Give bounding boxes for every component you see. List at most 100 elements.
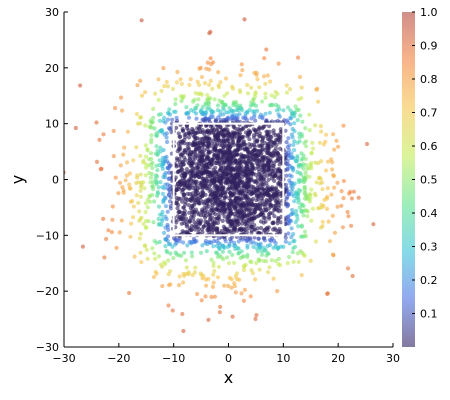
data-point xyxy=(180,199,185,204)
data-point xyxy=(332,185,337,190)
data-point xyxy=(248,211,253,217)
data-point xyxy=(167,112,173,117)
data-point xyxy=(196,175,202,180)
data-point xyxy=(226,261,232,266)
data-point xyxy=(287,241,292,246)
data-point xyxy=(224,171,229,177)
y-axis-ticks: −30 −20 −10 0 10 20 30 xyxy=(36,6,68,354)
data-point xyxy=(261,258,266,264)
data-point xyxy=(236,139,241,144)
data-point xyxy=(185,243,190,248)
data-point xyxy=(335,180,340,185)
data-point xyxy=(162,230,167,235)
data-point xyxy=(277,135,283,140)
data-point xyxy=(256,206,261,211)
data-point xyxy=(289,235,294,240)
data-point xyxy=(182,137,187,142)
data-point xyxy=(149,171,154,177)
data-point xyxy=(200,128,205,133)
data-point xyxy=(188,152,193,157)
data-point xyxy=(329,157,334,162)
data-point xyxy=(170,86,176,92)
data-point xyxy=(308,162,313,167)
data-point xyxy=(256,236,261,241)
data-point xyxy=(152,126,157,131)
data-point xyxy=(292,139,297,144)
data-point xyxy=(350,273,355,279)
data-point xyxy=(225,127,230,132)
data-point xyxy=(217,310,222,315)
data-point xyxy=(160,166,165,171)
data-point xyxy=(158,262,163,267)
data-point xyxy=(231,155,236,160)
data-point xyxy=(309,187,314,192)
data-point xyxy=(186,203,191,208)
data-point xyxy=(193,181,198,186)
data-point xyxy=(263,141,268,146)
data-point xyxy=(161,66,166,71)
data-point xyxy=(178,134,183,139)
data-point xyxy=(198,271,203,276)
data-point xyxy=(216,192,221,197)
data-point xyxy=(313,239,318,244)
data-point xyxy=(157,239,162,245)
data-point xyxy=(180,187,185,192)
data-point xyxy=(185,179,190,184)
data-point xyxy=(164,131,169,136)
data-point xyxy=(200,227,205,232)
data-point xyxy=(220,160,225,165)
data-point xyxy=(193,135,198,140)
data-point xyxy=(202,148,207,153)
data-point xyxy=(150,119,155,124)
data-point xyxy=(257,134,262,139)
data-point xyxy=(213,199,218,205)
data-point xyxy=(184,182,189,187)
data-point xyxy=(155,191,161,196)
data-point xyxy=(151,274,157,280)
colorbar-tick-label: 0.5 xyxy=(420,174,438,187)
data-point xyxy=(319,159,324,164)
data-point xyxy=(194,152,199,157)
data-point xyxy=(169,125,174,131)
data-point xyxy=(238,131,243,136)
data-point xyxy=(290,192,295,197)
data-point xyxy=(127,171,133,176)
data-point xyxy=(192,270,197,275)
data-point xyxy=(302,185,307,190)
data-point xyxy=(183,170,188,175)
data-point xyxy=(278,244,284,249)
data-point xyxy=(272,140,277,145)
data-point xyxy=(264,226,269,231)
data-point xyxy=(249,217,254,222)
data-point xyxy=(229,166,234,171)
data-point xyxy=(249,178,254,183)
data-point xyxy=(262,56,267,61)
data-point xyxy=(168,242,173,247)
data-point xyxy=(247,137,252,142)
data-point xyxy=(273,173,278,178)
data-point xyxy=(254,103,259,108)
data-point xyxy=(295,251,300,256)
data-point xyxy=(347,191,352,196)
data-point xyxy=(166,227,171,232)
data-point xyxy=(228,209,233,214)
data-point xyxy=(203,135,208,140)
data-point xyxy=(234,218,239,223)
data-point xyxy=(252,135,257,140)
data-point xyxy=(292,148,297,153)
data-point xyxy=(192,220,197,225)
data-point xyxy=(223,195,228,200)
data-point xyxy=(184,105,189,110)
data-point xyxy=(285,120,290,125)
data-point xyxy=(131,215,136,220)
data-point xyxy=(227,196,232,201)
data-point xyxy=(248,259,253,264)
data-point xyxy=(297,131,302,136)
data-point xyxy=(194,116,199,121)
data-point xyxy=(210,203,215,208)
data-point xyxy=(222,133,227,138)
data-point xyxy=(234,179,239,184)
data-point xyxy=(188,77,193,82)
data-point xyxy=(239,291,244,296)
data-point xyxy=(240,68,245,73)
